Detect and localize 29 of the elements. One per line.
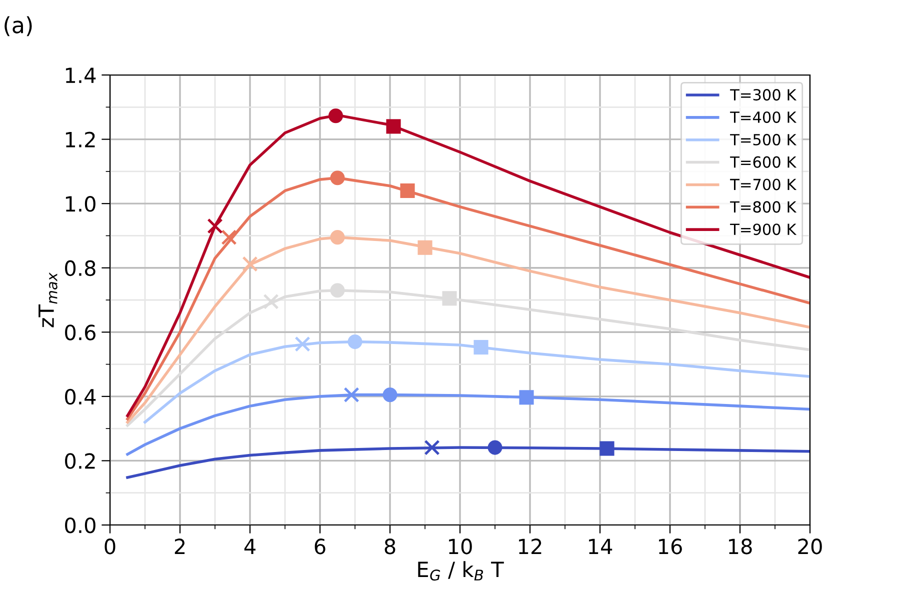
x-tick-label: 18 bbox=[729, 538, 752, 554]
x-tick-label: 2 bbox=[174, 538, 185, 554]
x-tick-label: 12 bbox=[519, 538, 542, 554]
y-tick-label: 0.4 bbox=[65, 388, 96, 405]
y-tick-label: 0.0 bbox=[65, 517, 96, 534]
text: (a) bbox=[4, 16, 32, 36]
legend-label: T=600 K bbox=[730, 156, 797, 168]
x-tick-label: 0 bbox=[104, 538, 116, 554]
legend-label: T=300 K bbox=[730, 89, 797, 101]
x-tick-label: 10 bbox=[449, 538, 472, 554]
y-tick-label: 0.6 bbox=[65, 324, 96, 340]
x-axis-title: E$_{G}$ / k$_{B}$ T bbox=[418, 561, 504, 581]
x-tick-label: 8 bbox=[384, 538, 396, 554]
y-tick-label: 1.2 bbox=[66, 132, 95, 148]
y-tick-label: 1.0 bbox=[66, 196, 96, 212]
legend-label: T=700 K bbox=[730, 178, 797, 190]
legend-label: T=500 K bbox=[730, 134, 797, 146]
legend-label: T=400 K bbox=[730, 111, 797, 123]
x-tick-label: 14 bbox=[589, 538, 612, 554]
y-tick-label: 0.8 bbox=[65, 260, 96, 276]
x-tick-label: 16 bbox=[659, 538, 682, 554]
y-tick-label: 1.4 bbox=[66, 68, 96, 83]
legend-label: T=800 K bbox=[730, 201, 797, 213]
x-tick-label: 20 bbox=[798, 538, 822, 554]
y-tick-label: 0.2 bbox=[65, 453, 95, 469]
x-tick-label: 4 bbox=[244, 538, 256, 554]
legend-label: T=900 K bbox=[730, 224, 797, 236]
y-axis-title: zT$_{max}$ bbox=[38, 272, 58, 328]
x-tick-label: 6 bbox=[314, 538, 326, 554]
